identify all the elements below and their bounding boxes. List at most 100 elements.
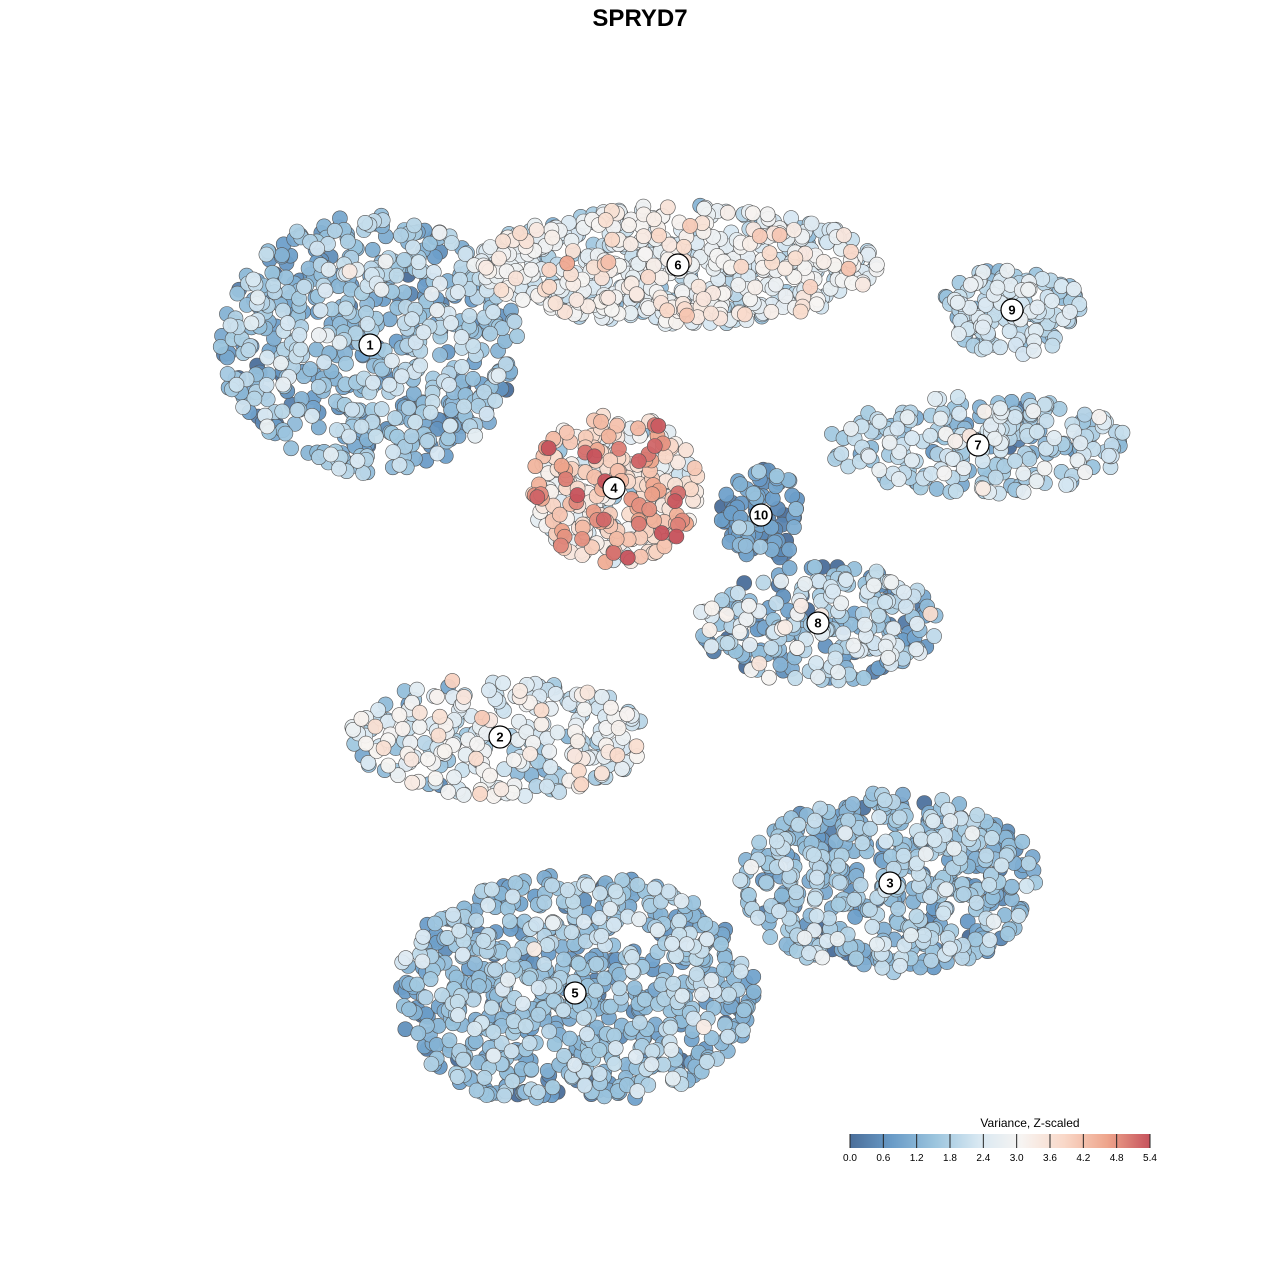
cell-point bbox=[419, 433, 436, 450]
cell-point bbox=[439, 929, 456, 946]
cell-point bbox=[686, 460, 703, 476]
cell-point bbox=[606, 1056, 623, 1072]
cell-point bbox=[579, 1026, 595, 1042]
cluster-label-badge bbox=[488, 725, 512, 749]
cell-point bbox=[455, 1051, 472, 1068]
cell-point bbox=[631, 515, 647, 532]
cell-point bbox=[529, 489, 546, 506]
cell-point bbox=[831, 874, 848, 891]
cell-point bbox=[758, 874, 775, 891]
cell-point bbox=[825, 583, 841, 600]
cell-point bbox=[411, 704, 428, 721]
cell-point bbox=[553, 537, 569, 554]
cell-point bbox=[975, 480, 991, 497]
cell-point bbox=[846, 891, 863, 908]
cell-point bbox=[397, 950, 414, 966]
cell-point bbox=[521, 970, 538, 987]
cell-point bbox=[539, 937, 556, 953]
cell-point bbox=[521, 1035, 538, 1051]
cell-point bbox=[528, 916, 545, 933]
cell-point bbox=[1021, 451, 1038, 467]
cell-point bbox=[229, 285, 246, 302]
cell-point bbox=[927, 391, 943, 407]
cell-point bbox=[923, 952, 940, 969]
cell-point bbox=[310, 419, 327, 436]
cell-point bbox=[515, 995, 531, 1012]
cell-point bbox=[380, 757, 397, 774]
cell-point bbox=[903, 927, 919, 944]
cell-point bbox=[441, 1032, 458, 1049]
cell-point bbox=[588, 956, 605, 972]
cell-point bbox=[797, 576, 813, 592]
cell-point bbox=[547, 686, 564, 702]
cell-point bbox=[249, 289, 266, 306]
cell-point bbox=[420, 751, 436, 767]
cell-point bbox=[555, 951, 572, 968]
cell-point bbox=[685, 1010, 702, 1027]
cell-point bbox=[393, 368, 410, 385]
cell-point bbox=[475, 933, 492, 949]
cell-point bbox=[422, 404, 439, 421]
cell-point bbox=[938, 881, 954, 898]
cell-point bbox=[751, 463, 767, 480]
cell-point bbox=[977, 297, 994, 313]
cell-point bbox=[512, 682, 528, 699]
cell-point bbox=[768, 595, 785, 612]
cell-point bbox=[1028, 473, 1045, 490]
cell-point bbox=[421, 235, 438, 252]
cell-point bbox=[747, 279, 764, 296]
cell-point bbox=[695, 1019, 712, 1035]
cell-point bbox=[975, 264, 992, 280]
cell-point bbox=[854, 835, 871, 852]
cell-point bbox=[793, 597, 809, 614]
cell-point bbox=[483, 999, 500, 1016]
cell-point bbox=[456, 689, 472, 705]
cell-point bbox=[609, 747, 626, 764]
cell-point bbox=[353, 710, 370, 727]
cell-point bbox=[296, 279, 312, 295]
cell-point bbox=[1036, 460, 1053, 477]
cell-point bbox=[631, 1014, 648, 1031]
cell-point bbox=[593, 688, 610, 705]
cell-point bbox=[566, 1057, 583, 1073]
cell-point bbox=[527, 458, 544, 475]
cell-point bbox=[787, 670, 804, 686]
cell-point bbox=[390, 767, 406, 784]
cell-point bbox=[664, 935, 680, 952]
cell-point bbox=[547, 295, 564, 312]
cell-point bbox=[673, 893, 690, 909]
cell-point bbox=[810, 669, 826, 685]
cell-point bbox=[404, 311, 420, 328]
cell-point bbox=[377, 253, 394, 270]
cell-point bbox=[946, 840, 962, 857]
cell-point bbox=[877, 833, 894, 850]
cell-point bbox=[984, 830, 1000, 846]
cell-point bbox=[731, 624, 748, 640]
cluster-label-text: 9 bbox=[1008, 303, 1015, 318]
cell-point bbox=[667, 493, 683, 510]
cell-point bbox=[913, 831, 929, 848]
colorbar-ticks: 0.0 0.6 1.2 1.8 2.4 3.0 3.6 4.2 4.8 5.4 bbox=[843, 1134, 1157, 1164]
cell-point bbox=[528, 222, 545, 238]
cell-point bbox=[304, 407, 320, 424]
cluster-label-badge bbox=[358, 333, 382, 357]
cluster-label-badge bbox=[966, 433, 990, 457]
cell-point bbox=[908, 908, 925, 925]
cell-point bbox=[457, 246, 474, 262]
cell-point bbox=[732, 476, 749, 493]
cell-point bbox=[629, 877, 646, 893]
cell-point bbox=[368, 428, 384, 445]
cell-point bbox=[704, 600, 720, 617]
cell-point bbox=[745, 983, 762, 1000]
cell-point bbox=[805, 847, 822, 863]
cell-point bbox=[622, 236, 639, 252]
colorbar-tick-label: 1.2 bbox=[910, 1153, 924, 1164]
cell-point bbox=[870, 607, 887, 624]
cell-point bbox=[695, 291, 712, 307]
cell-point bbox=[566, 747, 583, 764]
cell-point bbox=[999, 262, 1016, 279]
cell-point bbox=[806, 559, 823, 575]
colorbar-tick-label: 3.0 bbox=[1010, 1153, 1024, 1164]
colorbar-tick-label: 0.0 bbox=[843, 1153, 857, 1164]
cell-point bbox=[478, 259, 494, 276]
